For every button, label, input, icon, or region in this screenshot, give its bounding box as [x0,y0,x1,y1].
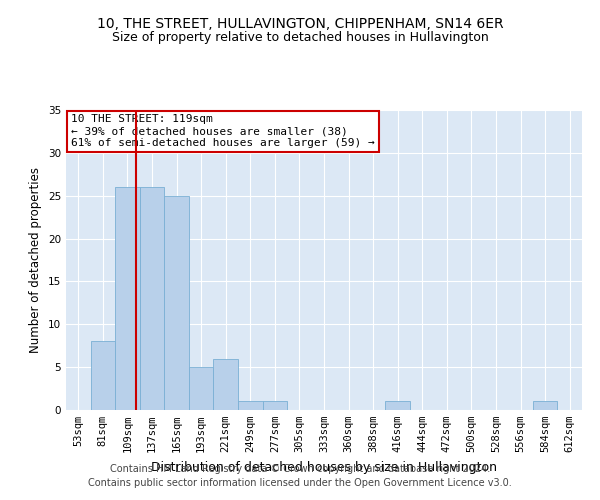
Y-axis label: Number of detached properties: Number of detached properties [29,167,43,353]
Text: Size of property relative to detached houses in Hullavington: Size of property relative to detached ho… [112,31,488,44]
Bar [164,196,189,410]
Text: 10, THE STREET, HULLAVINGTON, CHIPPENHAM, SN14 6ER: 10, THE STREET, HULLAVINGTON, CHIPPENHAM… [97,18,503,32]
Bar [214,358,238,410]
Bar [189,367,214,410]
Bar [263,402,287,410]
Bar [140,187,164,410]
X-axis label: Distribution of detached houses by size in Hullavington: Distribution of detached houses by size … [151,460,497,473]
Bar [238,402,263,410]
Text: Contains HM Land Registry data © Crown copyright and database right 2024.
Contai: Contains HM Land Registry data © Crown c… [88,464,512,487]
Bar [385,402,410,410]
Bar [91,342,115,410]
Bar [533,402,557,410]
Text: 10 THE STREET: 119sqm
← 39% of detached houses are smaller (38)
61% of semi-deta: 10 THE STREET: 119sqm ← 39% of detached … [71,114,375,148]
Bar [115,187,140,410]
